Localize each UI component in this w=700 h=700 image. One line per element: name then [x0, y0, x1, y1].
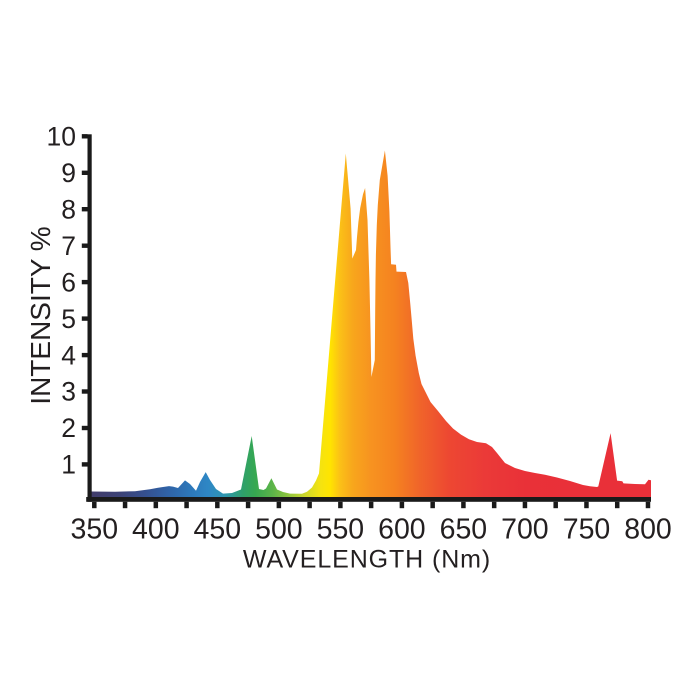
svg-text:6: 6 — [61, 267, 76, 297]
svg-text:4: 4 — [61, 340, 76, 370]
svg-text:800: 800 — [624, 514, 672, 546]
svg-text:600: 600 — [378, 514, 426, 546]
svg-text:500: 500 — [255, 514, 303, 546]
svg-text:450: 450 — [194, 514, 242, 546]
svg-text:3: 3 — [61, 377, 76, 407]
svg-text:2: 2 — [61, 413, 76, 443]
svg-text:8: 8 — [61, 194, 76, 224]
svg-text:9: 9 — [61, 158, 76, 188]
svg-text:5: 5 — [61, 304, 76, 334]
svg-text:400: 400 — [132, 514, 180, 546]
svg-text:750: 750 — [563, 514, 611, 546]
svg-text:550: 550 — [317, 514, 365, 546]
svg-text:650: 650 — [440, 514, 488, 546]
svg-text:700: 700 — [501, 514, 549, 546]
svg-text:350: 350 — [71, 514, 119, 546]
svg-text:INTENSITY %: INTENSITY % — [25, 226, 56, 404]
svg-text:7: 7 — [61, 231, 76, 261]
svg-text:10: 10 — [47, 122, 76, 152]
svg-text:1: 1 — [61, 450, 76, 480]
svg-text:WAVELENGTH (Nm): WAVELENGTH (Nm) — [243, 546, 491, 574]
